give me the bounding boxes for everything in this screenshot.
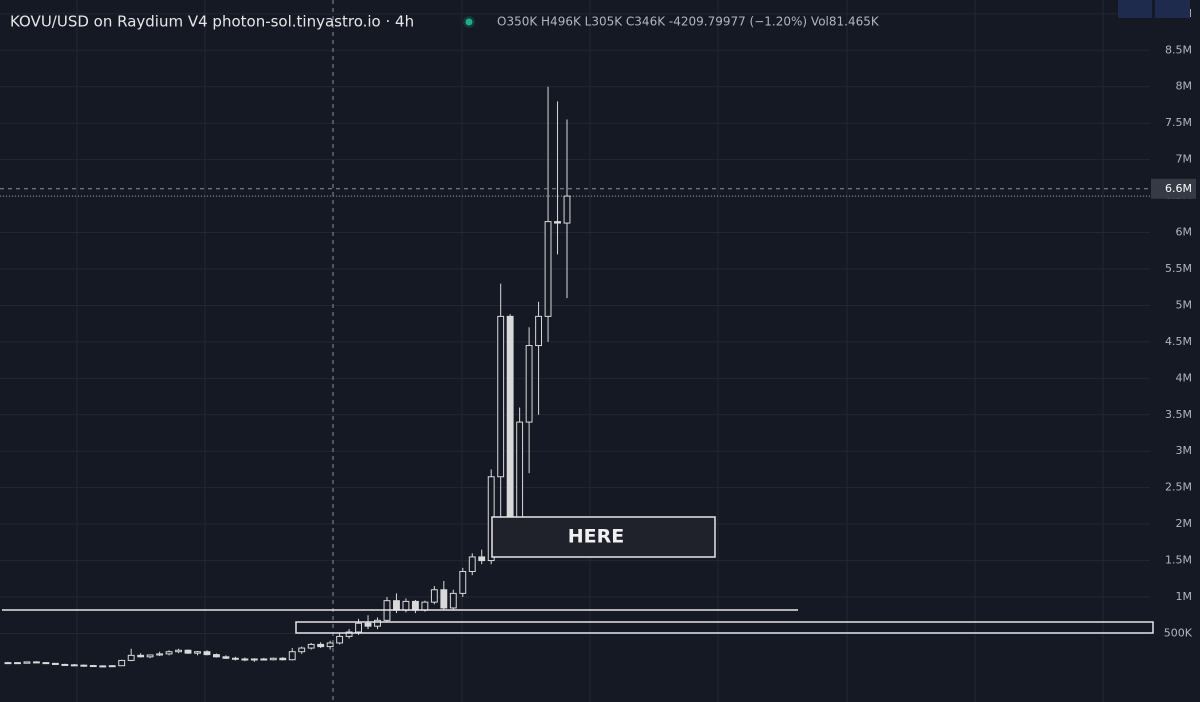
candle-body [468, 556, 476, 573]
candle-body [374, 619, 381, 627]
candle-body [440, 589, 448, 609]
candle-body [51, 662, 59, 665]
candle-body [165, 651, 173, 655]
candle-body [411, 600, 419, 611]
y-tick-label: 4M [1176, 371, 1193, 384]
candle-body [402, 600, 410, 611]
candle-body [269, 657, 277, 661]
y-tick-label: 2.5M [1165, 481, 1192, 494]
candle-body [89, 665, 97, 668]
candle-body [307, 643, 315, 649]
candle-body [127, 654, 135, 661]
candle-body [506, 315, 514, 536]
annotation-text: HERE [568, 526, 625, 548]
grid [0, 13, 1150, 634]
candle-body [525, 345, 533, 423]
candle-body [336, 635, 344, 644]
candle-body [478, 556, 486, 562]
y-tick-label: 8M [1176, 80, 1193, 93]
candle-body [14, 662, 21, 665]
candle-body [355, 622, 362, 633]
y-tick-label: 7.5M [1165, 116, 1192, 129]
y-tick-label: 5M [1176, 298, 1193, 311]
candle-body [156, 653, 164, 656]
candle-body [108, 665, 116, 668]
crosshair-label-box [1151, 178, 1196, 199]
candle-body [345, 631, 353, 637]
candle-body [231, 657, 239, 660]
candle-body [449, 592, 457, 609]
candle-body [23, 661, 31, 664]
candle-body [288, 651, 296, 661]
candle-body [250, 658, 258, 661]
price-axis: 500K1M1.5M2M2.5M3M3.5M4M4.5M5M5.5M6M6.5M… [0, 0, 1196, 639]
candle-body [203, 651, 211, 656]
y-tick-label: 1.5M [1165, 554, 1192, 567]
chart-title: KOVU/USD on Raydium V4 photon-sol.tinyas… [10, 13, 414, 31]
candle-body [554, 221, 561, 224]
vertical-grid [76, 0, 1104, 702]
candle-body [42, 662, 50, 665]
candle-body [459, 571, 467, 594]
candle-body [241, 658, 249, 661]
candle-body [298, 647, 306, 653]
candle-body [260, 658, 268, 661]
y-tick-label: 6M [1176, 226, 1193, 239]
y-tick-label: 7M [1176, 153, 1193, 166]
ohlc-info: O350K H496K L305K C346K -4209.79977 (−1.… [497, 15, 880, 29]
candle-body [535, 315, 543, 347]
candle-body [326, 642, 334, 648]
candle-body [99, 665, 107, 668]
annotation-box [491, 516, 716, 558]
candle-body [544, 221, 552, 317]
candle-body [430, 589, 438, 603]
y-tick-label: 4.5M [1165, 335, 1192, 348]
candle-body [393, 600, 400, 611]
candle-body [279, 657, 287, 661]
candle-body [213, 654, 220, 658]
y-tick-label: 2M [1176, 517, 1193, 530]
crosshair-label: 6.6M [1165, 182, 1192, 195]
candle-body [80, 664, 88, 667]
y-tick-label: 5.5M [1165, 262, 1192, 275]
candle-body [146, 654, 154, 658]
candle-body [175, 649, 182, 653]
low-value-box [1155, 0, 1190, 18]
candle-body [194, 651, 201, 654]
candle-body [317, 643, 325, 648]
candle-body [364, 622, 372, 627]
y-tick-label: 3.5M [1165, 408, 1192, 421]
candle-body [61, 663, 69, 666]
low-name-box [1118, 0, 1152, 18]
candle-body [70, 664, 78, 667]
candle-body [497, 315, 505, 478]
candle-body [118, 659, 126, 667]
candle-body [563, 195, 571, 224]
candle-body [222, 656, 230, 659]
candle-body [184, 649, 192, 654]
y-tick-label: 500K [1164, 626, 1193, 639]
candle-body [4, 662, 12, 665]
candle-body [421, 601, 429, 611]
y-tick-label: 3M [1176, 444, 1193, 457]
y-tick-label: 8.5M [1165, 43, 1192, 56]
candle-body [32, 661, 40, 664]
drawn-zone [295, 621, 1154, 634]
status-dot [465, 18, 473, 26]
candle-body [137, 654, 145, 658]
y-tick-label: 1M [1176, 590, 1193, 603]
